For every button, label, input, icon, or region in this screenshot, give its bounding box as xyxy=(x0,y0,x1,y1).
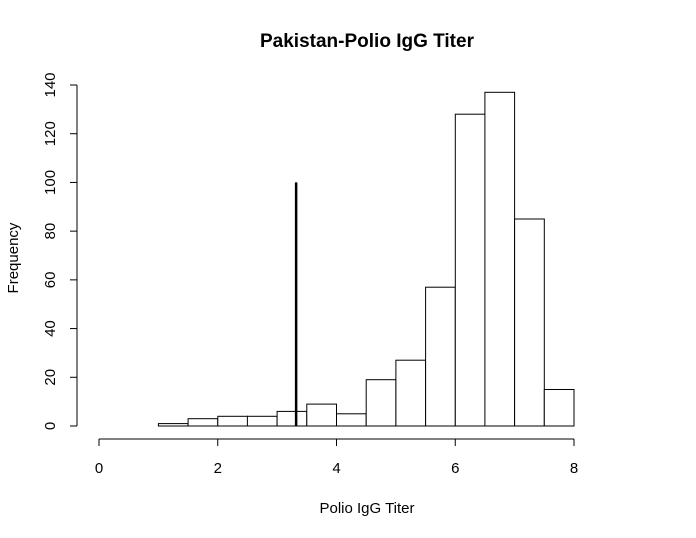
x-axis: 0 2 4 6 8 xyxy=(95,438,578,477)
histogram-bar xyxy=(454,113,486,427)
y-tick-label: 120 xyxy=(42,121,59,146)
x-axis-label: Polio IgG Titer xyxy=(319,500,414,517)
histogram-bar xyxy=(543,389,575,427)
histogram-bar xyxy=(514,218,545,427)
histogram-bar xyxy=(365,379,397,427)
y-tick-label: 80 xyxy=(42,223,59,240)
y-tick-label: 20 xyxy=(42,369,59,386)
chart-title: Pakistan-Polio IgG Titer xyxy=(260,31,475,52)
x-tick-label: 6 xyxy=(451,460,459,477)
histogram-bar xyxy=(217,415,249,427)
y-tick-label: 60 xyxy=(42,272,59,289)
histogram-bar xyxy=(246,415,278,427)
histogram-bar xyxy=(484,91,516,427)
x-tick-label: 4 xyxy=(332,460,340,477)
histogram-bar xyxy=(306,403,337,427)
histogram-bar xyxy=(276,410,308,427)
histogram-bar xyxy=(157,423,189,427)
y-tick-label: 100 xyxy=(42,170,59,195)
histogram-bar xyxy=(336,413,367,427)
y-tick-label: 0 xyxy=(42,422,59,430)
histogram-bar xyxy=(425,286,456,427)
y-tick-label: 40 xyxy=(42,320,59,337)
y-tick-label: 140 xyxy=(42,72,59,97)
x-tick-label: 2 xyxy=(214,460,222,477)
y-axis-label: Frequency xyxy=(5,222,22,293)
y-axis: 0 20 40 60 80 100 120 140 xyxy=(42,72,78,430)
histogram-bar xyxy=(395,359,427,427)
x-tick-label: 8 xyxy=(570,460,578,477)
histogram-bars xyxy=(157,91,575,427)
x-tick-label: 0 xyxy=(95,460,103,477)
histogram-bar xyxy=(187,418,219,427)
